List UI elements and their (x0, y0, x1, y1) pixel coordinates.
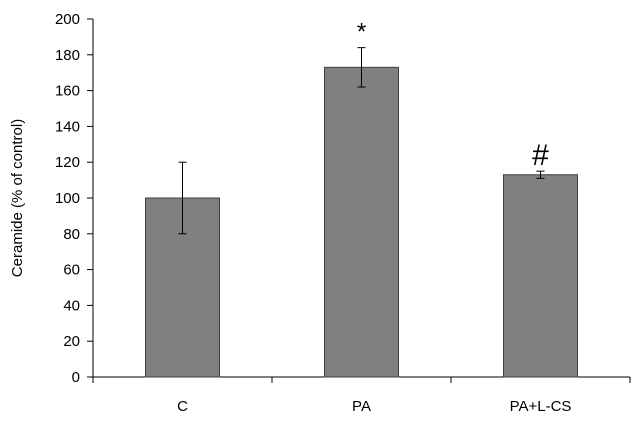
y-tick-label: 180 (55, 47, 80, 64)
y-axis-title: Ceramide (% of control) (9, 119, 26, 277)
y-tick-label: 140 (55, 118, 80, 135)
y-tick-label: 60 (63, 262, 80, 279)
y-tick-label: 100 (55, 190, 80, 207)
y-tick-label: 80 (63, 226, 80, 243)
x-tick-label: C (177, 398, 188, 415)
significance-marker: # (532, 139, 549, 172)
significance-marker: * (357, 19, 366, 46)
bar-PA+L-CS (503, 174, 578, 378)
bar-PA (324, 66, 399, 378)
plot-area: 0 20 40 60 80 100 120 140 160 180 200 C * PA # PA+L-CS (55, 11, 631, 415)
y-tick-label: 20 (63, 333, 80, 350)
y-tick-label: 200 (55, 11, 80, 28)
x-tick-label: PA+L-CS (510, 398, 572, 415)
y-tick-label: 120 (55, 154, 80, 171)
y-tick-label: 160 (55, 83, 80, 100)
x-tick-label: PA (352, 398, 371, 415)
y-tick-label: 0 (72, 369, 80, 386)
y-tick-label: 40 (63, 297, 80, 314)
